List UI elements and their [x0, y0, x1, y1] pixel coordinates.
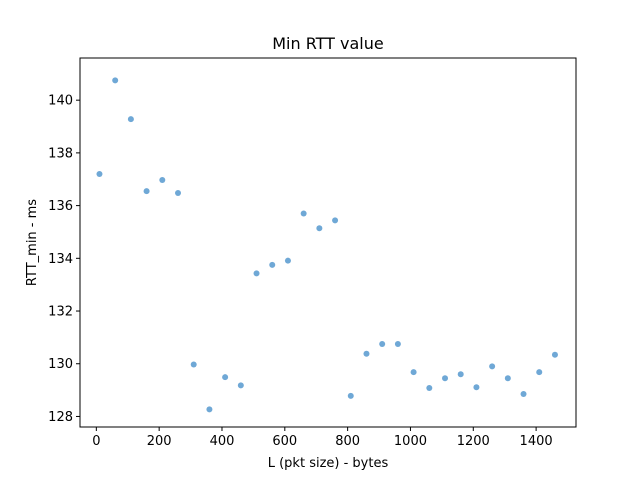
y-axis-label: RTT_min - ms — [25, 199, 40, 286]
data-point — [489, 363, 496, 370]
x-tick-label: 1400 — [520, 434, 553, 449]
data-point — [222, 374, 229, 381]
data-point — [473, 384, 480, 391]
data-point — [347, 392, 354, 399]
data-point — [410, 369, 417, 376]
y-tick-label: 138 — [48, 146, 73, 161]
data-point — [504, 375, 511, 382]
data-point — [536, 369, 543, 376]
data-point — [269, 261, 276, 268]
data-points — [96, 77, 558, 413]
y-axis: 128 130 132 134 136 138 140 — [48, 94, 80, 425]
x-axis: 0 200 400 600 800 1000 1200 1400 — [92, 427, 553, 449]
x-tick-label: 200 — [147, 434, 172, 449]
x-tick-label: 1200 — [457, 434, 490, 449]
data-point — [284, 257, 291, 264]
data-point — [520, 391, 527, 398]
y-tick-label: 140 — [48, 94, 73, 109]
chart-title: Min RTT value — [272, 34, 383, 53]
y-tick-label: 134 — [48, 252, 73, 267]
data-point — [363, 350, 370, 357]
y-tick-label: 132 — [48, 305, 73, 320]
data-point — [127, 116, 134, 123]
x-tick-label: 800 — [335, 434, 360, 449]
data-point — [300, 210, 307, 217]
x-tick-label: 0 — [92, 434, 100, 449]
data-point — [112, 77, 119, 84]
data-point — [175, 189, 182, 196]
data-point — [253, 270, 260, 277]
data-point — [457, 371, 464, 378]
data-point — [426, 384, 433, 391]
x-tick-label: 600 — [272, 434, 297, 449]
data-point — [442, 375, 449, 382]
data-point — [206, 406, 213, 413]
data-point — [96, 170, 103, 177]
data-point — [551, 351, 558, 358]
x-tick-label: 400 — [210, 434, 235, 449]
plot-frame — [79, 57, 577, 428]
data-point — [332, 217, 339, 224]
data-point — [237, 382, 244, 389]
y-tick-label: 136 — [48, 199, 73, 214]
y-tick-label: 128 — [48, 410, 73, 425]
x-tick-label: 1000 — [394, 434, 427, 449]
data-point — [143, 188, 150, 195]
data-point — [394, 340, 401, 347]
data-point — [159, 177, 166, 184]
data-point — [316, 225, 323, 232]
data-point — [379, 340, 386, 347]
data-point — [190, 361, 197, 368]
y-tick-label: 130 — [48, 357, 73, 372]
x-axis-label: L (pkt size) - bytes — [268, 456, 389, 471]
